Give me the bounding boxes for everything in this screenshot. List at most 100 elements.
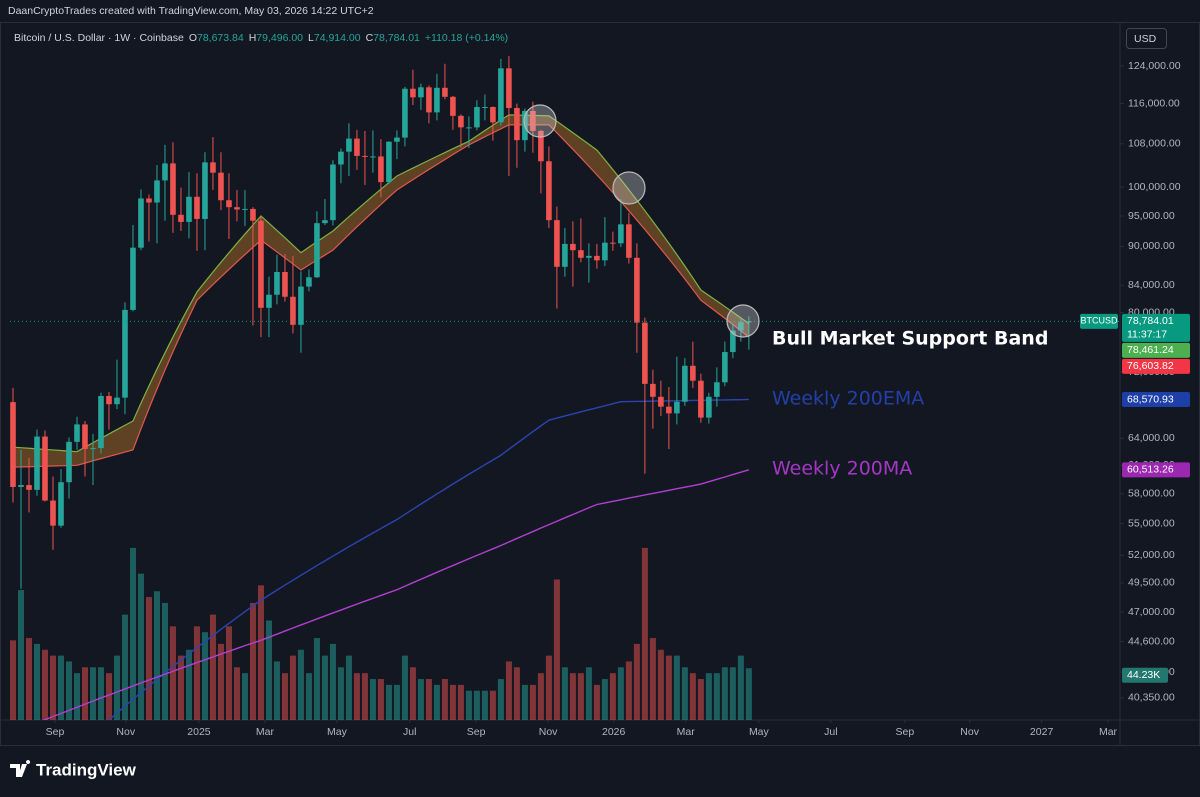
volume-bar	[425, 679, 432, 720]
candle-body	[362, 155, 368, 157]
annotation: Weekly 200EMA	[772, 388, 924, 410]
indicator-line	[42, 469, 750, 720]
volume-bar	[169, 626, 176, 720]
volume-bar	[673, 655, 680, 720]
volume-bar	[217, 643, 224, 720]
candle-body	[210, 162, 216, 173]
volume-bar	[25, 638, 32, 720]
volume-bar	[161, 602, 168, 720]
volume-bar	[249, 602, 256, 720]
annotation: Bull Market Support Band	[772, 328, 1048, 350]
volume-bar	[305, 673, 312, 720]
indicator-line	[107, 398, 749, 720]
volume-bar	[497, 679, 504, 720]
volume-bar	[641, 547, 648, 720]
volume-bar	[657, 649, 664, 720]
volume-bar	[281, 673, 288, 720]
candle-body	[554, 220, 560, 267]
candle-body	[330, 164, 336, 221]
volume-bar	[89, 667, 96, 720]
candle-body	[154, 180, 160, 203]
candle-body	[490, 106, 496, 123]
price-tag-label: 78,461.24	[1127, 344, 1174, 356]
candle-body	[258, 220, 264, 308]
legend-value: 78,673.84	[197, 32, 244, 44]
volume-bar	[649, 638, 656, 720]
volume-bar	[97, 667, 104, 720]
volume-bar	[241, 673, 248, 720]
candle-body	[562, 243, 568, 267]
candle-body	[178, 214, 184, 222]
brand-logo: TradingView	[10, 760, 137, 779]
volume-bar	[569, 673, 576, 720]
volume-bar	[585, 667, 592, 720]
currency-box[interactable]	[1126, 28, 1167, 49]
volume-bar	[481, 690, 488, 720]
candle-body	[90, 448, 96, 450]
legend-key: O	[189, 32, 197, 44]
candle-body	[146, 198, 152, 203]
x-tick-label: Sep	[46, 726, 65, 738]
volume-bar	[209, 614, 216, 720]
y-tick-label: 124,000.00	[1128, 60, 1181, 72]
x-tick-label: May	[327, 726, 348, 738]
candle-body	[314, 223, 320, 278]
volume-bar	[153, 591, 160, 720]
price-tag-label: 78,784.01	[1127, 315, 1174, 327]
volume-bar	[177, 655, 184, 720]
volume-bar	[745, 668, 752, 720]
price-pane	[10, 56, 1120, 720]
markers	[523, 104, 760, 338]
candle-body	[506, 68, 512, 108]
candle-body	[10, 402, 16, 487]
candle-body	[114, 397, 120, 405]
volume-bar	[713, 673, 720, 720]
volume-bar	[137, 573, 144, 720]
highlight-circle	[726, 304, 760, 338]
candle-body	[714, 382, 720, 397]
volume-bar	[185, 649, 192, 720]
volume-bar	[17, 590, 24, 720]
volume-bar	[409, 667, 416, 720]
candle-body	[410, 88, 416, 98]
volume-bar	[561, 667, 568, 720]
volume-bar	[81, 667, 88, 720]
candle-body	[578, 250, 584, 258]
y-tick-label: 100,000.00	[1128, 181, 1181, 193]
volume-bar	[433, 684, 440, 720]
candle-body	[226, 200, 232, 208]
volume-bar	[265, 620, 272, 720]
candle-body	[298, 286, 304, 325]
price-tags: 78,784.01 11:37:17 BTCUSD 78,461.24 76,603.8…	[1080, 313, 1190, 683]
volume-bar	[9, 640, 16, 720]
candle-body	[698, 380, 704, 418]
volume-bar	[609, 673, 616, 720]
candle-body	[242, 208, 248, 210]
volume-bar	[329, 643, 336, 720]
candle-body	[378, 156, 384, 183]
legend-value: 78,784.01	[373, 32, 420, 44]
volume-bar	[473, 690, 480, 720]
candle-body	[418, 87, 424, 98]
volume-bar	[577, 673, 584, 720]
logo-mark	[10, 760, 31, 777]
x-tick-label: May	[749, 726, 770, 738]
candle-body	[602, 242, 608, 261]
volume-bar	[449, 684, 456, 720]
candle-body	[282, 272, 288, 297]
candle-body	[18, 485, 24, 487]
candle-body	[74, 424, 80, 442]
volume-bar	[633, 643, 640, 720]
candle-body	[162, 163, 168, 181]
candle-body	[82, 424, 88, 449]
candle-body	[386, 141, 392, 183]
candle-body	[626, 224, 632, 258]
volume-bar	[33, 643, 40, 720]
volume-bar	[417, 679, 424, 720]
volume-bar	[729, 667, 736, 720]
band-line	[12, 124, 750, 468]
candle-body	[722, 352, 728, 383]
candle-body	[322, 220, 328, 224]
candle-body	[466, 127, 472, 129]
volume-bar	[529, 684, 536, 720]
